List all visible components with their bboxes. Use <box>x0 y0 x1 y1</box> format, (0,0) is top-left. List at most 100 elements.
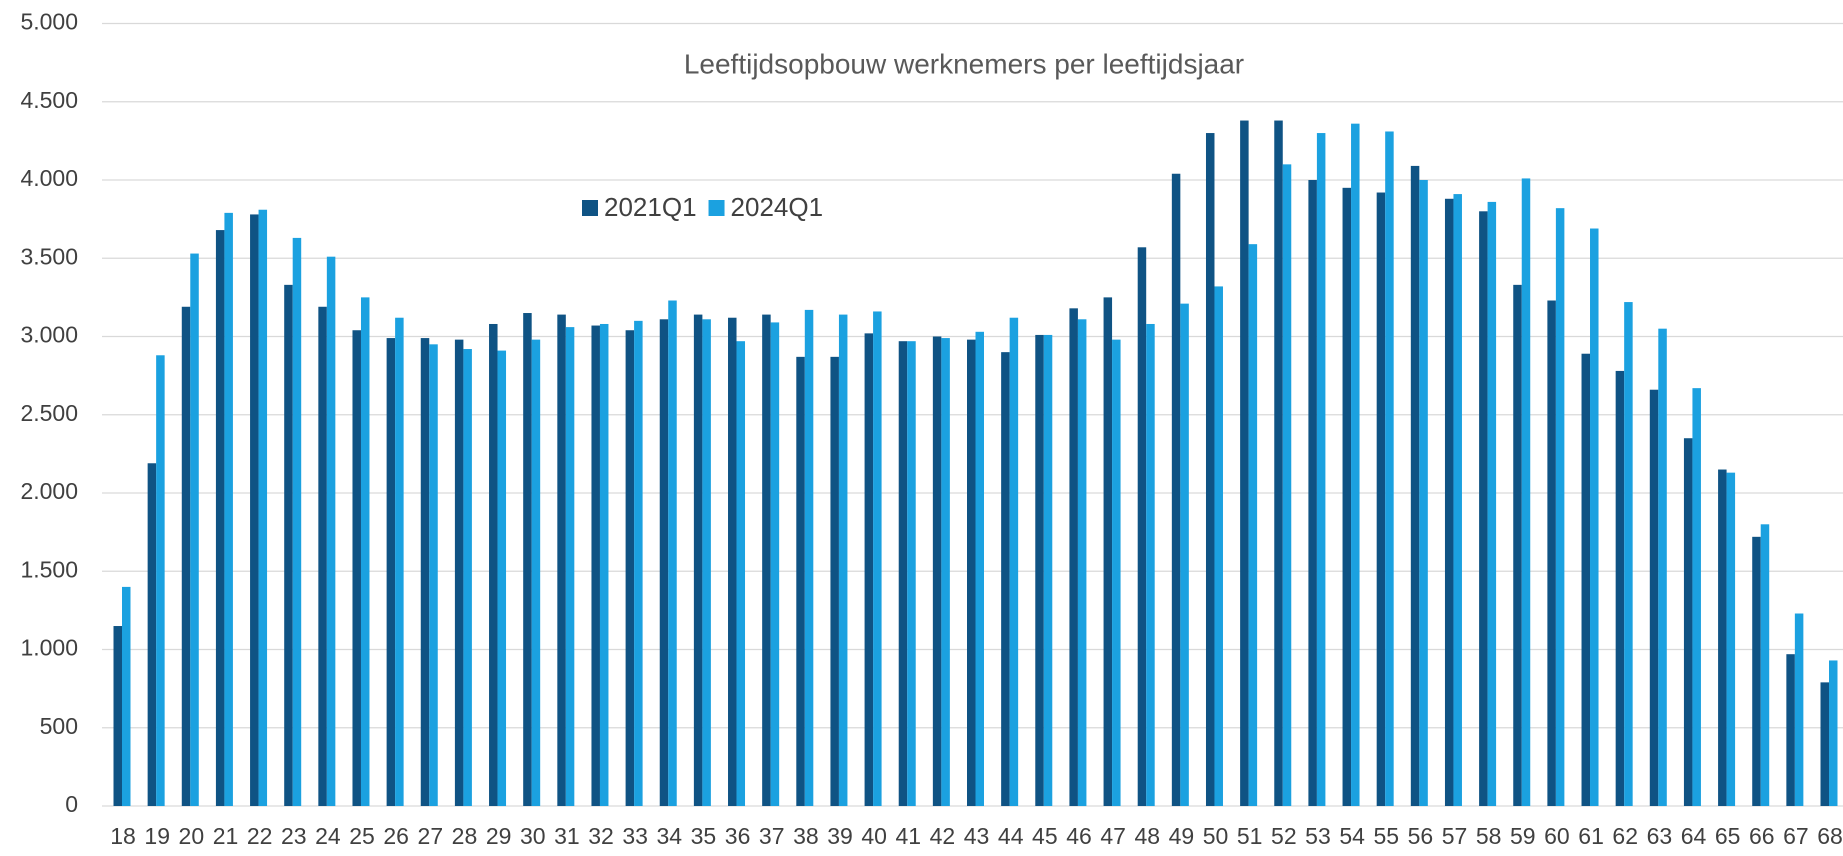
x-tick-label: 38 <box>793 823 819 849</box>
bar <box>1351 123 1360 806</box>
bar <box>386 338 396 806</box>
x-tick-label: 61 <box>1578 823 1604 849</box>
bar <box>1146 323 1155 806</box>
x-tick-label: 20 <box>179 823 205 849</box>
x-tick-label: 40 <box>861 823 887 849</box>
bar <box>463 349 472 806</box>
bar <box>1419 180 1428 806</box>
x-tick-label: 28 <box>452 823 478 849</box>
legend-label: 2021Q1 <box>604 192 697 222</box>
bar <box>599 323 609 806</box>
bar <box>1453 194 1462 806</box>
bar <box>941 338 950 806</box>
bar <box>1794 613 1804 806</box>
x-tick-label: 31 <box>554 823 580 849</box>
x-tick-label: 59 <box>1510 823 1536 849</box>
bar <box>1001 352 1010 806</box>
bar <box>1590 228 1599 806</box>
bar <box>531 339 541 806</box>
bar <box>1342 187 1352 806</box>
bar <box>873 311 882 806</box>
x-tick-label: 65 <box>1715 823 1741 849</box>
bar <box>1615 370 1625 806</box>
bar <box>1103 297 1113 806</box>
x-tick-label: 44 <box>998 823 1024 849</box>
bar <box>1035 334 1044 806</box>
bar <box>420 338 430 806</box>
bar <box>762 314 771 806</box>
bar <box>736 341 746 806</box>
bar <box>1376 192 1386 806</box>
x-tick-label: 47 <box>1100 823 1126 849</box>
x-tick-label: 37 <box>759 823 785 849</box>
bar <box>292 237 302 806</box>
x-tick-label: 39 <box>827 823 853 849</box>
x-tick-label: 27 <box>418 823 444 849</box>
bar <box>1180 303 1189 806</box>
bar <box>1521 178 1531 806</box>
bar <box>113 626 122 806</box>
y-tick-label: 4.000 <box>20 165 78 191</box>
x-tick-label: 43 <box>964 823 990 849</box>
x-tick-label: 21 <box>213 823 239 849</box>
bar <box>634 320 643 806</box>
x-tick-label: 51 <box>1237 823 1263 849</box>
bar <box>1077 319 1087 806</box>
x-tick-label: 55 <box>1373 823 1399 849</box>
bar <box>625 330 635 806</box>
bar <box>489 323 498 806</box>
bar <box>1410 165 1420 807</box>
bar <box>1282 164 1292 807</box>
x-tick-label: 35 <box>691 823 717 849</box>
bar <box>557 314 566 806</box>
bar <box>1487 201 1497 806</box>
bar <box>668 300 677 806</box>
bar <box>702 319 711 806</box>
bar <box>1513 284 1522 807</box>
bar <box>565 327 575 806</box>
bar <box>1069 308 1078 806</box>
x-tick-label: 67 <box>1783 823 1809 849</box>
bar <box>1171 173 1181 807</box>
bar <box>318 306 327 806</box>
bar <box>360 297 370 806</box>
bar <box>1726 472 1736 806</box>
x-tick-label: 64 <box>1681 823 1707 849</box>
bar <box>1112 339 1121 806</box>
y-tick-label: 0 <box>65 791 78 817</box>
bar <box>1624 302 1633 806</box>
x-tick-label: 34 <box>657 823 683 849</box>
bar <box>250 214 259 806</box>
bar <box>1820 682 1829 806</box>
bar <box>1274 120 1283 806</box>
y-tick-label: 3.500 <box>20 243 78 269</box>
bar <box>864 333 874 806</box>
bar <box>804 309 814 806</box>
bar <box>190 253 199 806</box>
bar <box>770 322 780 806</box>
bar <box>1240 120 1249 806</box>
x-tick-label: 49 <box>1169 823 1195 849</box>
bar <box>693 314 703 806</box>
bar <box>838 314 848 806</box>
bar <box>1444 198 1454 806</box>
bar <box>1316 133 1326 807</box>
bar <box>1214 286 1223 806</box>
x-tick-label: 53 <box>1305 823 1331 849</box>
x-tick-label: 60 <box>1544 823 1570 849</box>
bar <box>1786 654 1795 806</box>
bar <box>830 356 839 806</box>
bar <box>326 256 336 806</box>
y-tick-label: 1.500 <box>20 556 78 582</box>
legend-swatch <box>708 200 725 216</box>
x-tick-label: 50 <box>1203 823 1229 849</box>
x-tick-label: 58 <box>1476 823 1502 849</box>
x-tick-label: 18 <box>110 823 136 849</box>
bar <box>454 339 464 806</box>
x-tick-label: 19 <box>144 823 170 849</box>
bar <box>1137 247 1147 807</box>
x-tick-label: 29 <box>486 823 512 849</box>
bar <box>1555 208 1565 807</box>
x-tick-label: 66 <box>1749 823 1775 849</box>
x-tick-label: 57 <box>1442 823 1468 849</box>
